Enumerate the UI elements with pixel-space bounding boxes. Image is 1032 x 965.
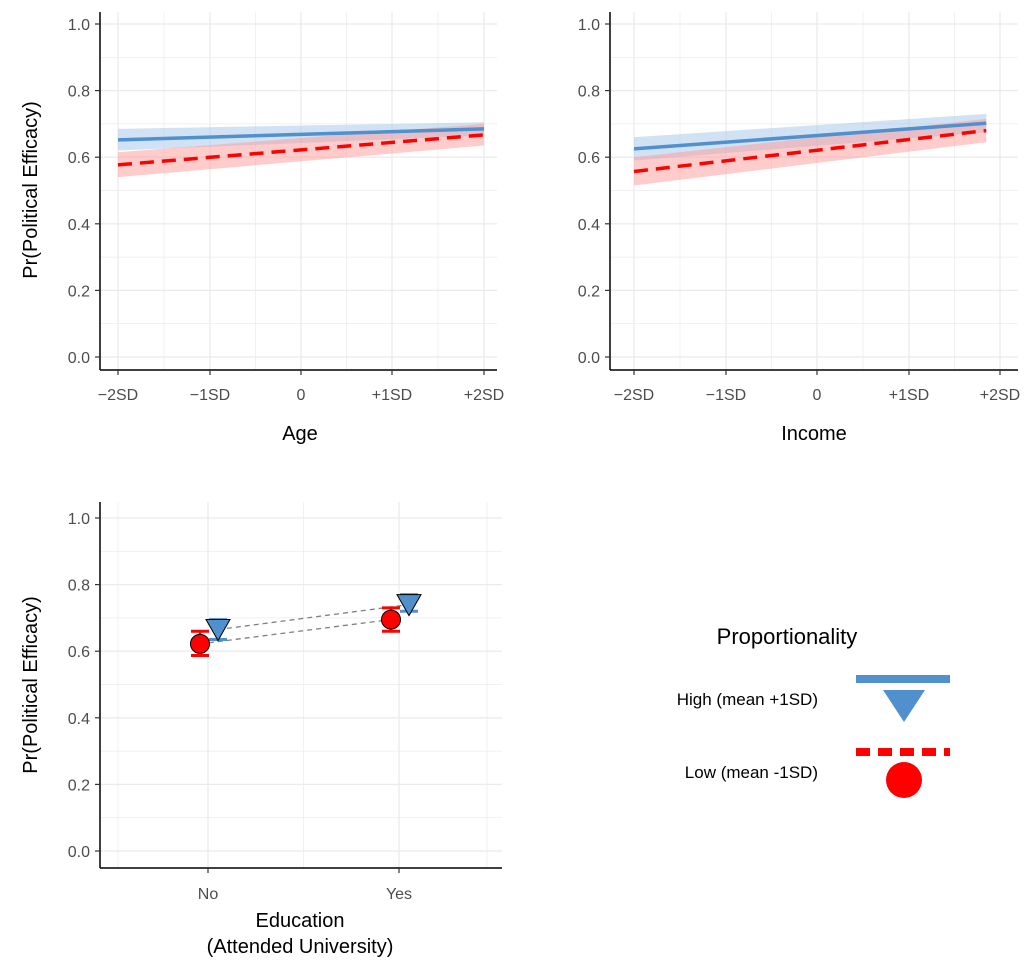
y-axis-title: Pr(Political Efficacy)	[20, 596, 42, 773]
x-axis-title: Education	[256, 910, 345, 932]
y-tick-label: 0.8	[68, 578, 90, 595]
panel-age: 0.0 0.2 0.4 0.6 0.8 1.0 −2SD −1SD 0 +1SD +2SD Age Pr…	[20, 12, 504, 445]
legend-label-low: Low (mean -1SD)	[685, 763, 818, 782]
y-tick-label: 0.8	[578, 84, 600, 101]
legend-marker-high	[883, 690, 925, 722]
ci-band-high	[118, 122, 484, 151]
y-tick-label: 0.6	[578, 150, 600, 167]
legend: Proportionality High (mean +1SD) Low (mean…	[677, 624, 950, 798]
x-axis-title: Age	[282, 423, 318, 445]
y-tick-label: 0.4	[578, 217, 600, 234]
x-tick-label: −2SD	[98, 387, 138, 404]
point-low	[381, 609, 401, 630]
legend-key-high	[856, 675, 950, 722]
y-tick-label: 0.6	[68, 150, 90, 167]
series-line-low	[633, 128, 987, 174]
x-axis-title: Income	[781, 423, 847, 445]
x-tick-label: 0	[813, 387, 822, 404]
y-tick-label: 0.2	[578, 283, 600, 300]
point-low	[190, 633, 210, 654]
connector-line-low	[199, 618, 392, 645]
connector-line-high	[217, 603, 410, 631]
y-tick-label: 1.0	[68, 17, 90, 34]
x-axis-subtitle: (Attended University)	[207, 936, 394, 958]
series-line-low	[117, 133, 485, 167]
point-high	[396, 594, 422, 617]
y-tick-label: 0.2	[68, 283, 90, 300]
grid	[100, 502, 502, 868]
x-tick-label: −2SD	[614, 387, 654, 404]
x-tick-label: Yes	[386, 886, 412, 903]
y-tick-label: 0.4	[68, 711, 90, 728]
x-tick-label: 0	[297, 387, 306, 404]
y-tick-label: 0.2	[68, 777, 90, 794]
panel-income: 0.0 0.2 0.4 0.6 0.8 1.0 −2SD −1SD 0 +1SD +2SD Incom…	[578, 12, 1020, 445]
data-layer	[633, 113, 987, 186]
x-tick-label: −1SD	[190, 387, 230, 404]
x-tick-label: +1SD	[372, 387, 412, 404]
y-tick-label: 0.0	[68, 350, 90, 367]
y-tick-label: 1.0	[578, 17, 600, 34]
y-tick-label: 1.0	[68, 511, 90, 528]
y-axis-title: Pr(Political Efficacy)	[20, 101, 42, 278]
legend-title: Proportionality	[717, 624, 858, 649]
grid	[100, 12, 497, 370]
point-high	[205, 619, 231, 642]
panel-education: 0.0 0.2 0.4 0.6 0.8 1.0 No Yes Education (Attende…	[20, 502, 502, 958]
x-tick-label: +2SD	[464, 387, 504, 404]
x-tick-label: +2SD	[980, 387, 1020, 404]
series-line-high	[633, 121, 987, 151]
y-tick-label: 0.6	[68, 644, 90, 661]
y-tick-label: 0.0	[68, 844, 90, 861]
y-tick-label: 0.0	[578, 350, 600, 367]
data-layer	[117, 122, 485, 178]
y-tick-label: 0.8	[68, 84, 90, 101]
legend-label-high: High (mean +1SD)	[677, 690, 818, 709]
data-layer	[190, 593, 422, 658]
grid	[610, 12, 1018, 370]
x-tick-label: No	[198, 886, 219, 903]
x-tick-label: +1SD	[889, 387, 929, 404]
legend-key-low	[856, 748, 950, 798]
series-line-high	[117, 127, 485, 142]
legend-marker-low	[886, 762, 922, 798]
x-tick-label: −1SD	[706, 387, 746, 404]
y-tick-label: 0.4	[68, 217, 90, 234]
